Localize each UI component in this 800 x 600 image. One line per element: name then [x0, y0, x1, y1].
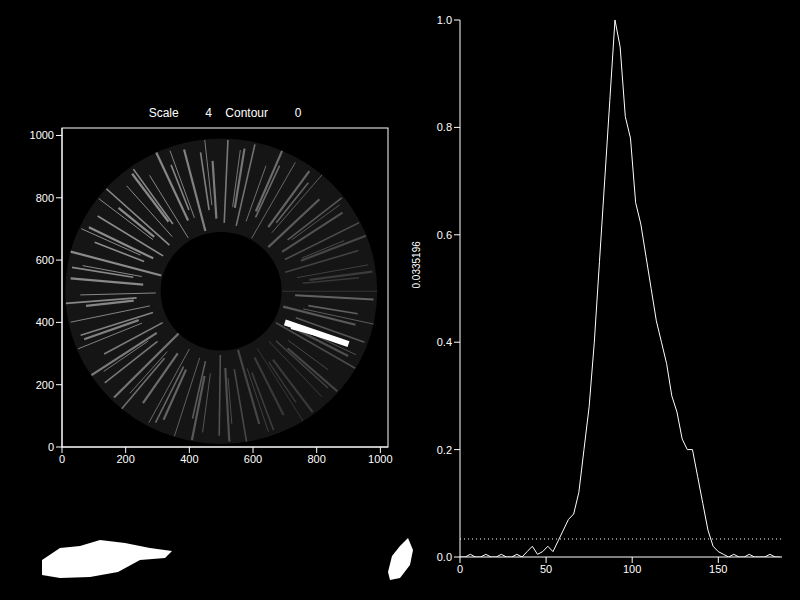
svg-text:0: 0 — [59, 453, 65, 465]
svg-text:600: 600 — [36, 254, 54, 266]
svg-text:0: 0 — [48, 441, 54, 453]
svg-text:1000: 1000 — [368, 453, 392, 465]
svg-text:0.4: 0.4 — [437, 336, 452, 348]
svg-text:0: 0 — [457, 563, 463, 575]
svg-text:0.0: 0.0 — [437, 551, 452, 563]
svg-text:0.2: 0.2 — [437, 444, 452, 456]
svg-text:0.6: 0.6 — [437, 229, 452, 241]
svg-text:200: 200 — [116, 453, 134, 465]
svg-text:0.8: 0.8 — [437, 121, 452, 133]
html-text:Scale 4 Contour 0: Scale 4 Contour 0 — [148, 106, 302, 120]
svg-text:150: 150 — [709, 563, 727, 575]
svg-text:0.0335196: 0.0335196 — [411, 241, 422, 289]
svg-text:800: 800 — [308, 453, 326, 465]
svg-text:200: 200 — [36, 379, 54, 391]
svg-text:600: 600 — [244, 453, 262, 465]
svg-text:1000: 1000 — [30, 129, 54, 141]
svg-text:50: 50 — [540, 563, 552, 575]
svg-text:400: 400 — [180, 453, 198, 465]
svg-text:100: 100 — [623, 563, 641, 575]
svg-text:400: 400 — [36, 316, 54, 328]
svg-text:1.0: 1.0 — [437, 14, 452, 26]
svg-text:800: 800 — [36, 192, 54, 204]
